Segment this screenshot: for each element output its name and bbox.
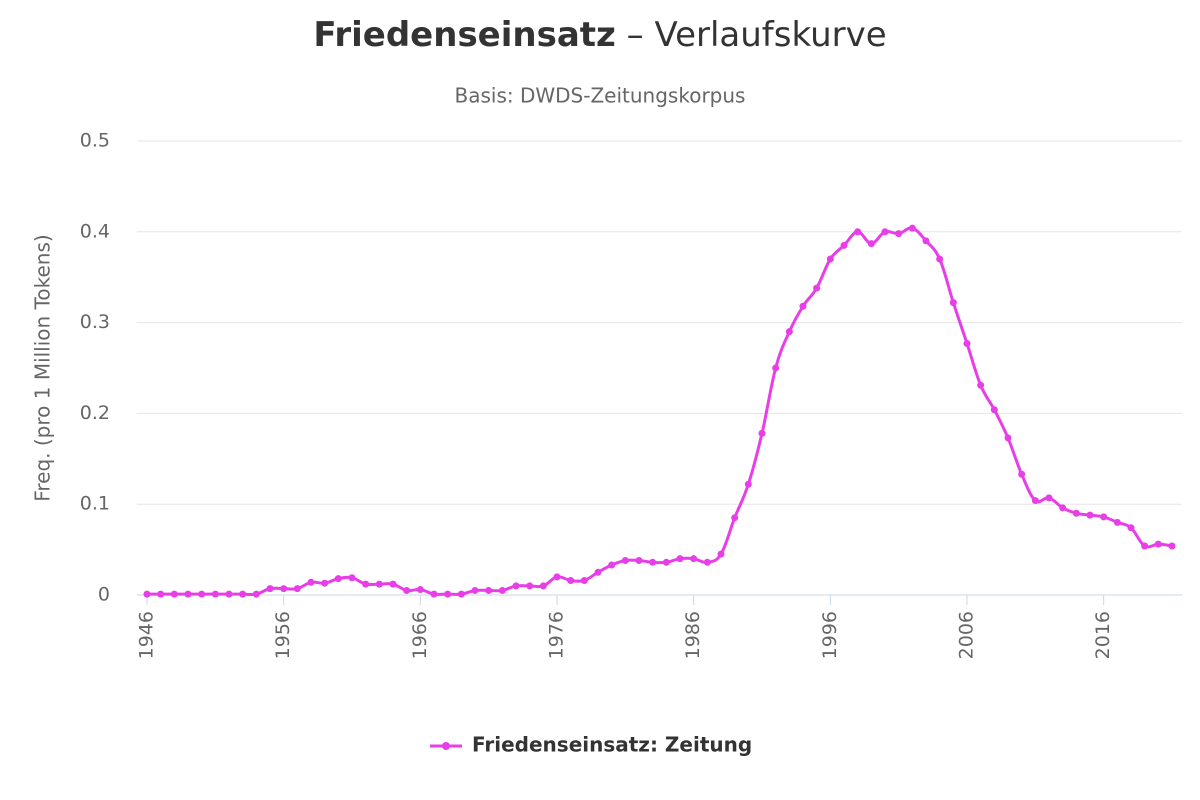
marker <box>635 556 643 564</box>
marker <box>744 480 752 488</box>
x-tick-label: 2016 <box>1092 611 1114 659</box>
marker <box>731 514 739 522</box>
legend-marker <box>442 742 450 750</box>
marker <box>608 561 616 569</box>
marker <box>949 299 957 307</box>
marker <box>662 558 670 566</box>
marker <box>881 228 889 236</box>
x-tick-label: 1996 <box>819 611 841 659</box>
x-tick-label: 1966 <box>409 611 431 659</box>
marker <box>1004 434 1012 442</box>
marker <box>1031 497 1039 505</box>
marker <box>813 284 821 292</box>
marker <box>922 237 930 245</box>
marker <box>416 586 424 594</box>
marker <box>539 582 547 590</box>
marker <box>908 224 916 232</box>
marker <box>1100 513 1108 521</box>
marker <box>717 550 725 558</box>
y-tick-label: 0.1 <box>80 493 110 515</box>
marker <box>1141 542 1149 550</box>
marker <box>676 555 684 563</box>
marker <box>252 590 260 598</box>
marker <box>170 590 178 598</box>
marker <box>1018 470 1026 478</box>
marker <box>580 576 588 584</box>
marker <box>936 255 944 263</box>
x-tick-label: 2006 <box>956 611 978 659</box>
marker <box>840 241 848 249</box>
marker <box>1154 540 1162 548</box>
x-tick-label: 1946 <box>136 611 158 659</box>
marker <box>348 574 356 582</box>
marker <box>143 590 151 598</box>
marker <box>157 590 165 598</box>
y-tick-label: 0.2 <box>80 402 110 424</box>
marker <box>362 580 370 588</box>
marker <box>444 590 452 598</box>
marker <box>1045 494 1053 502</box>
y-tick-label: 0.3 <box>80 311 110 333</box>
y-tick-label: 0.4 <box>80 220 110 242</box>
marker <box>758 429 766 437</box>
marker <box>239 590 247 598</box>
marker <box>826 255 834 263</box>
marker <box>211 590 219 598</box>
y-tick-label: 0 <box>98 584 110 606</box>
x-tick-label: 1976 <box>546 611 568 659</box>
marker <box>403 586 411 594</box>
marker <box>867 240 875 248</box>
marker <box>1168 542 1176 550</box>
marker <box>280 585 288 593</box>
marker <box>895 230 903 238</box>
marker <box>854 228 862 236</box>
line <box>147 226 1173 597</box>
marker <box>690 555 698 563</box>
marker <box>526 582 534 590</box>
marker <box>266 585 274 593</box>
title-suffix: – Verlaufskurve <box>627 15 887 55</box>
marker <box>225 590 233 598</box>
marker <box>772 364 780 372</box>
title-main: Friedenseinsatz <box>313 15 616 55</box>
marker <box>1072 509 1080 517</box>
marker <box>649 558 657 566</box>
chart-subtitle: Basis: DWDS-Zeitungskorpus <box>455 84 746 108</box>
marker <box>621 556 629 564</box>
marker <box>1059 504 1067 512</box>
marker <box>375 580 383 588</box>
marker <box>785 328 793 336</box>
chart-title: Friedenseinsatz – Verlaufskurve <box>313 15 886 55</box>
marker <box>567 576 575 584</box>
marker <box>498 586 506 594</box>
x-tick-label: 1956 <box>272 611 294 659</box>
marker <box>1086 511 1094 519</box>
marker <box>198 590 206 598</box>
marker <box>184 590 192 598</box>
marker <box>963 339 971 347</box>
marker <box>1127 524 1135 532</box>
y-tick-label: 0.5 <box>80 130 110 152</box>
marker <box>430 590 438 598</box>
marker <box>471 586 479 594</box>
y-axis-label: Freq. (pro 1 Million Tokens) <box>31 234 55 501</box>
x-tick-label: 1986 <box>682 611 704 659</box>
marker <box>799 302 807 310</box>
marker <box>553 573 561 581</box>
marker <box>334 575 342 583</box>
marker <box>307 578 315 586</box>
legend-label: Friedenseinsatz: Zeitung <box>472 733 752 757</box>
marker <box>321 579 329 587</box>
marker <box>990 406 998 414</box>
marker <box>1113 518 1121 526</box>
marker <box>977 381 985 389</box>
marker <box>457 590 465 598</box>
marker <box>594 568 602 576</box>
marker <box>703 558 711 566</box>
marker <box>512 582 520 590</box>
marker <box>389 580 397 588</box>
marker <box>293 585 301 593</box>
marker <box>485 586 493 594</box>
